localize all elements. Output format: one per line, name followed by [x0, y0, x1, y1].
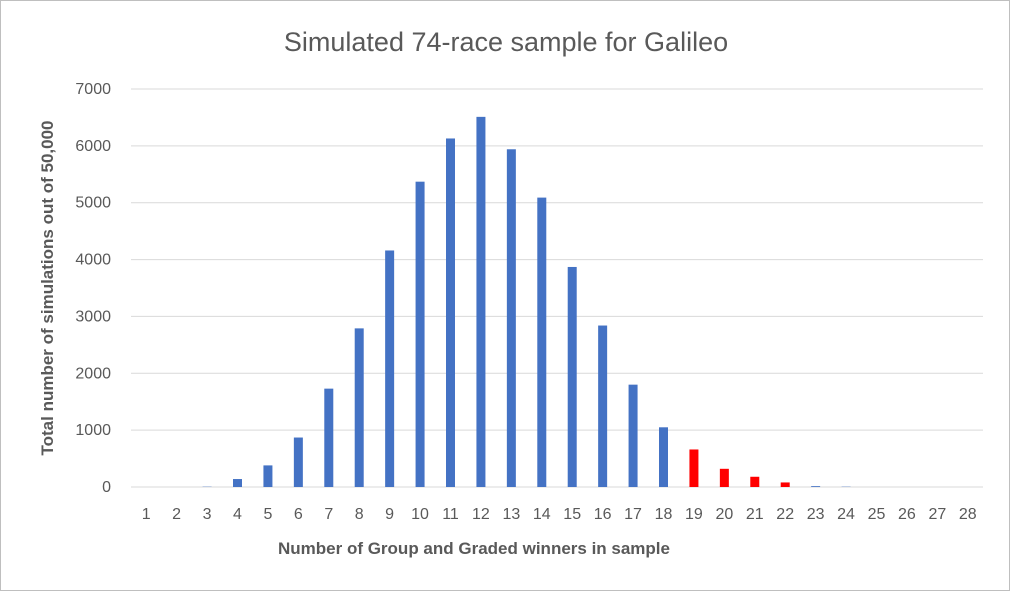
y-tick-label: 7000 — [75, 81, 111, 98]
y-axis-title: Total number of simulations out of 50,00… — [38, 120, 57, 455]
bar-20 — [719, 468, 729, 487]
x-tick-label: 20 — [715, 506, 733, 523]
x-tick-label: 17 — [624, 506, 642, 523]
x-tick-label: 15 — [563, 506, 581, 523]
x-tick-label: 23 — [807, 506, 825, 523]
bar-16 — [598, 325, 608, 487]
bar-17 — [628, 384, 638, 487]
x-tick-labels: 1 2 3 4 5 6 7 8 9 10 11 12 13 14 15 16 17 18 19 20 21 22 23 24 2… — [142, 506, 977, 523]
y-tick-label: 6000 — [75, 138, 111, 155]
y-tick-label: 2000 — [75, 365, 111, 382]
y-tick-label: 5000 — [75, 195, 111, 212]
x-tick-label: 2 — [172, 506, 181, 523]
bar-12 — [476, 116, 486, 488]
x-tick-label: 5 — [263, 506, 272, 523]
chart-title: Simulated 74-race sample for Galileo — [284, 27, 728, 57]
y-tick-label: 3000 — [75, 308, 111, 325]
x-tick-label: 24 — [837, 506, 855, 523]
x-tick-label: 6 — [294, 506, 303, 523]
x-tick-label: 21 — [746, 506, 764, 523]
bar-6 — [293, 437, 303, 487]
bar-22 — [780, 482, 790, 487]
x-tick-label: 4 — [233, 506, 242, 523]
x-tick-label: 12 — [472, 506, 490, 523]
y-tick-labels: 0 1000 2000 3000 4000 5000 6000 7000 — [75, 81, 111, 496]
bars — [202, 116, 851, 488]
x-tick-label: 28 — [959, 506, 977, 523]
x-tick-label: 25 — [868, 506, 886, 523]
bar-8 — [354, 328, 364, 487]
x-tick-label: 19 — [685, 506, 703, 523]
x-tick-label: 10 — [411, 506, 429, 523]
bar-5 — [263, 465, 273, 487]
bar-18 — [659, 427, 668, 487]
gridlines — [131, 88, 983, 488]
x-tick-label: 14 — [533, 506, 551, 523]
x-tick-label: 18 — [655, 506, 673, 523]
y-tick-label: 1000 — [75, 422, 111, 439]
y-tick-label: 0 — [102, 479, 111, 496]
x-axis-title: Number of Group and Graded winners in sa… — [278, 539, 670, 558]
x-tick-label: 8 — [355, 506, 364, 523]
bar-21 — [750, 476, 760, 487]
bar-11 — [446, 138, 455, 487]
bar-7 — [324, 388, 334, 487]
bar-10 — [415, 181, 425, 487]
bar-13 — [506, 149, 516, 487]
bar-14 — [537, 197, 547, 487]
x-tick-label: 16 — [594, 506, 612, 523]
bar-9 — [385, 250, 395, 487]
y-tick-label: 4000 — [75, 252, 111, 269]
x-tick-label: 13 — [502, 506, 520, 523]
x-tick-label: 22 — [776, 506, 794, 523]
x-tick-label: 9 — [385, 506, 394, 523]
x-tick-label: 1 — [142, 506, 151, 523]
bar-15 — [567, 266, 577, 487]
x-tick-label: 3 — [203, 506, 212, 523]
x-tick-label: 26 — [898, 506, 916, 523]
x-tick-label: 11 — [442, 506, 459, 523]
bar-23 — [811, 486, 821, 487]
x-tick-label: 27 — [928, 506, 946, 523]
x-tick-label: 7 — [324, 506, 333, 523]
bar-19 — [689, 449, 699, 487]
bar-4 — [233, 479, 242, 487]
